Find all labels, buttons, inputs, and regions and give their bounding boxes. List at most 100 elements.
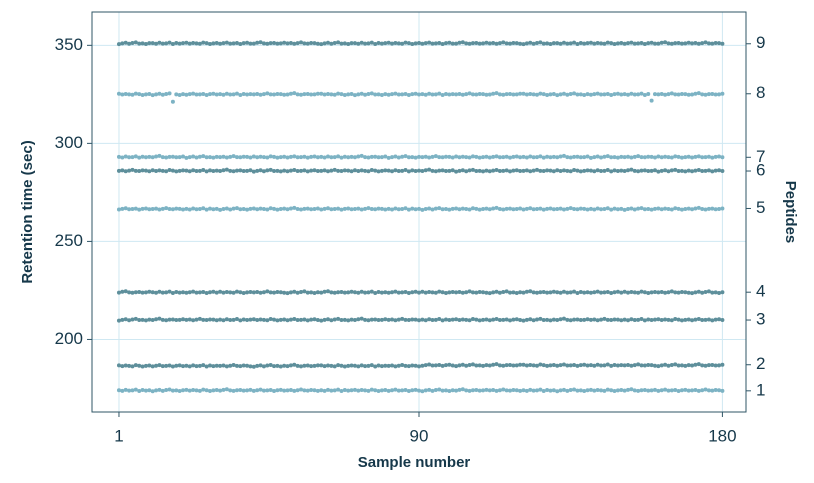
point	[261, 388, 266, 393]
point	[275, 41, 280, 46]
point	[548, 92, 553, 97]
point	[656, 206, 661, 211]
point	[460, 362, 465, 367]
point	[201, 168, 206, 173]
point	[464, 363, 469, 368]
point	[582, 168, 587, 173]
point	[319, 42, 324, 47]
point	[342, 168, 347, 173]
point	[511, 290, 516, 295]
point	[261, 92, 266, 97]
point	[248, 364, 253, 369]
point	[181, 92, 186, 97]
point	[481, 169, 486, 174]
point	[572, 154, 577, 159]
point	[207, 317, 212, 322]
point	[288, 290, 293, 295]
point	[518, 206, 523, 211]
point	[342, 364, 347, 369]
point	[706, 206, 711, 211]
point	[541, 155, 546, 160]
point	[174, 318, 179, 323]
point	[396, 207, 401, 212]
point	[386, 40, 391, 45]
point	[690, 207, 695, 212]
point	[690, 291, 695, 296]
point	[599, 169, 604, 174]
point	[484, 363, 489, 368]
point	[352, 318, 357, 323]
point	[504, 92, 509, 97]
point	[491, 40, 496, 45]
point	[464, 155, 469, 160]
point	[538, 290, 543, 295]
point	[201, 387, 206, 392]
point	[524, 363, 529, 368]
point	[548, 363, 553, 368]
point	[470, 41, 475, 46]
point	[679, 290, 684, 294]
point	[305, 169, 310, 174]
point	[508, 318, 513, 323]
point	[487, 155, 492, 160]
point	[700, 207, 705, 212]
point	[322, 289, 327, 294]
point	[572, 40, 577, 45]
point	[288, 317, 293, 322]
point	[693, 317, 698, 322]
point	[140, 154, 145, 159]
point	[669, 91, 674, 96]
point	[474, 92, 479, 97]
point	[551, 154, 556, 159]
point	[295, 207, 300, 212]
series-label: 7	[756, 147, 765, 166]
point	[137, 389, 142, 394]
point	[561, 387, 566, 392]
point	[481, 388, 486, 393]
point	[504, 388, 509, 393]
point	[703, 317, 708, 322]
point	[184, 290, 189, 295]
point	[299, 364, 304, 369]
point	[221, 318, 226, 323]
point	[373, 207, 378, 212]
point	[137, 363, 142, 368]
point	[403, 388, 408, 393]
point	[443, 317, 448, 322]
point	[528, 317, 533, 322]
point	[420, 92, 425, 97]
point	[255, 318, 260, 323]
point	[703, 290, 708, 294]
point	[234, 317, 239, 322]
point	[663, 290, 668, 295]
point	[511, 92, 516, 97]
point	[312, 92, 317, 97]
point	[521, 290, 526, 295]
series-label: 4	[756, 282, 765, 301]
point	[231, 317, 236, 322]
point	[150, 318, 155, 323]
point	[133, 40, 138, 45]
point	[477, 41, 482, 46]
point	[130, 317, 135, 322]
point	[181, 154, 186, 159]
point	[666, 317, 671, 322]
point	[417, 168, 421, 173]
point	[359, 388, 364, 393]
point	[578, 318, 583, 323]
point	[251, 290, 256, 295]
point	[720, 362, 725, 367]
series-label: 3	[756, 310, 765, 329]
point	[147, 388, 152, 393]
point	[245, 318, 250, 323]
point	[433, 169, 438, 174]
point	[285, 388, 290, 393]
point	[443, 363, 448, 368]
point	[167, 91, 172, 96]
point	[497, 290, 502, 295]
point	[346, 92, 351, 97]
point	[423, 290, 428, 295]
point	[137, 169, 142, 174]
point	[127, 168, 132, 173]
point	[386, 363, 391, 368]
